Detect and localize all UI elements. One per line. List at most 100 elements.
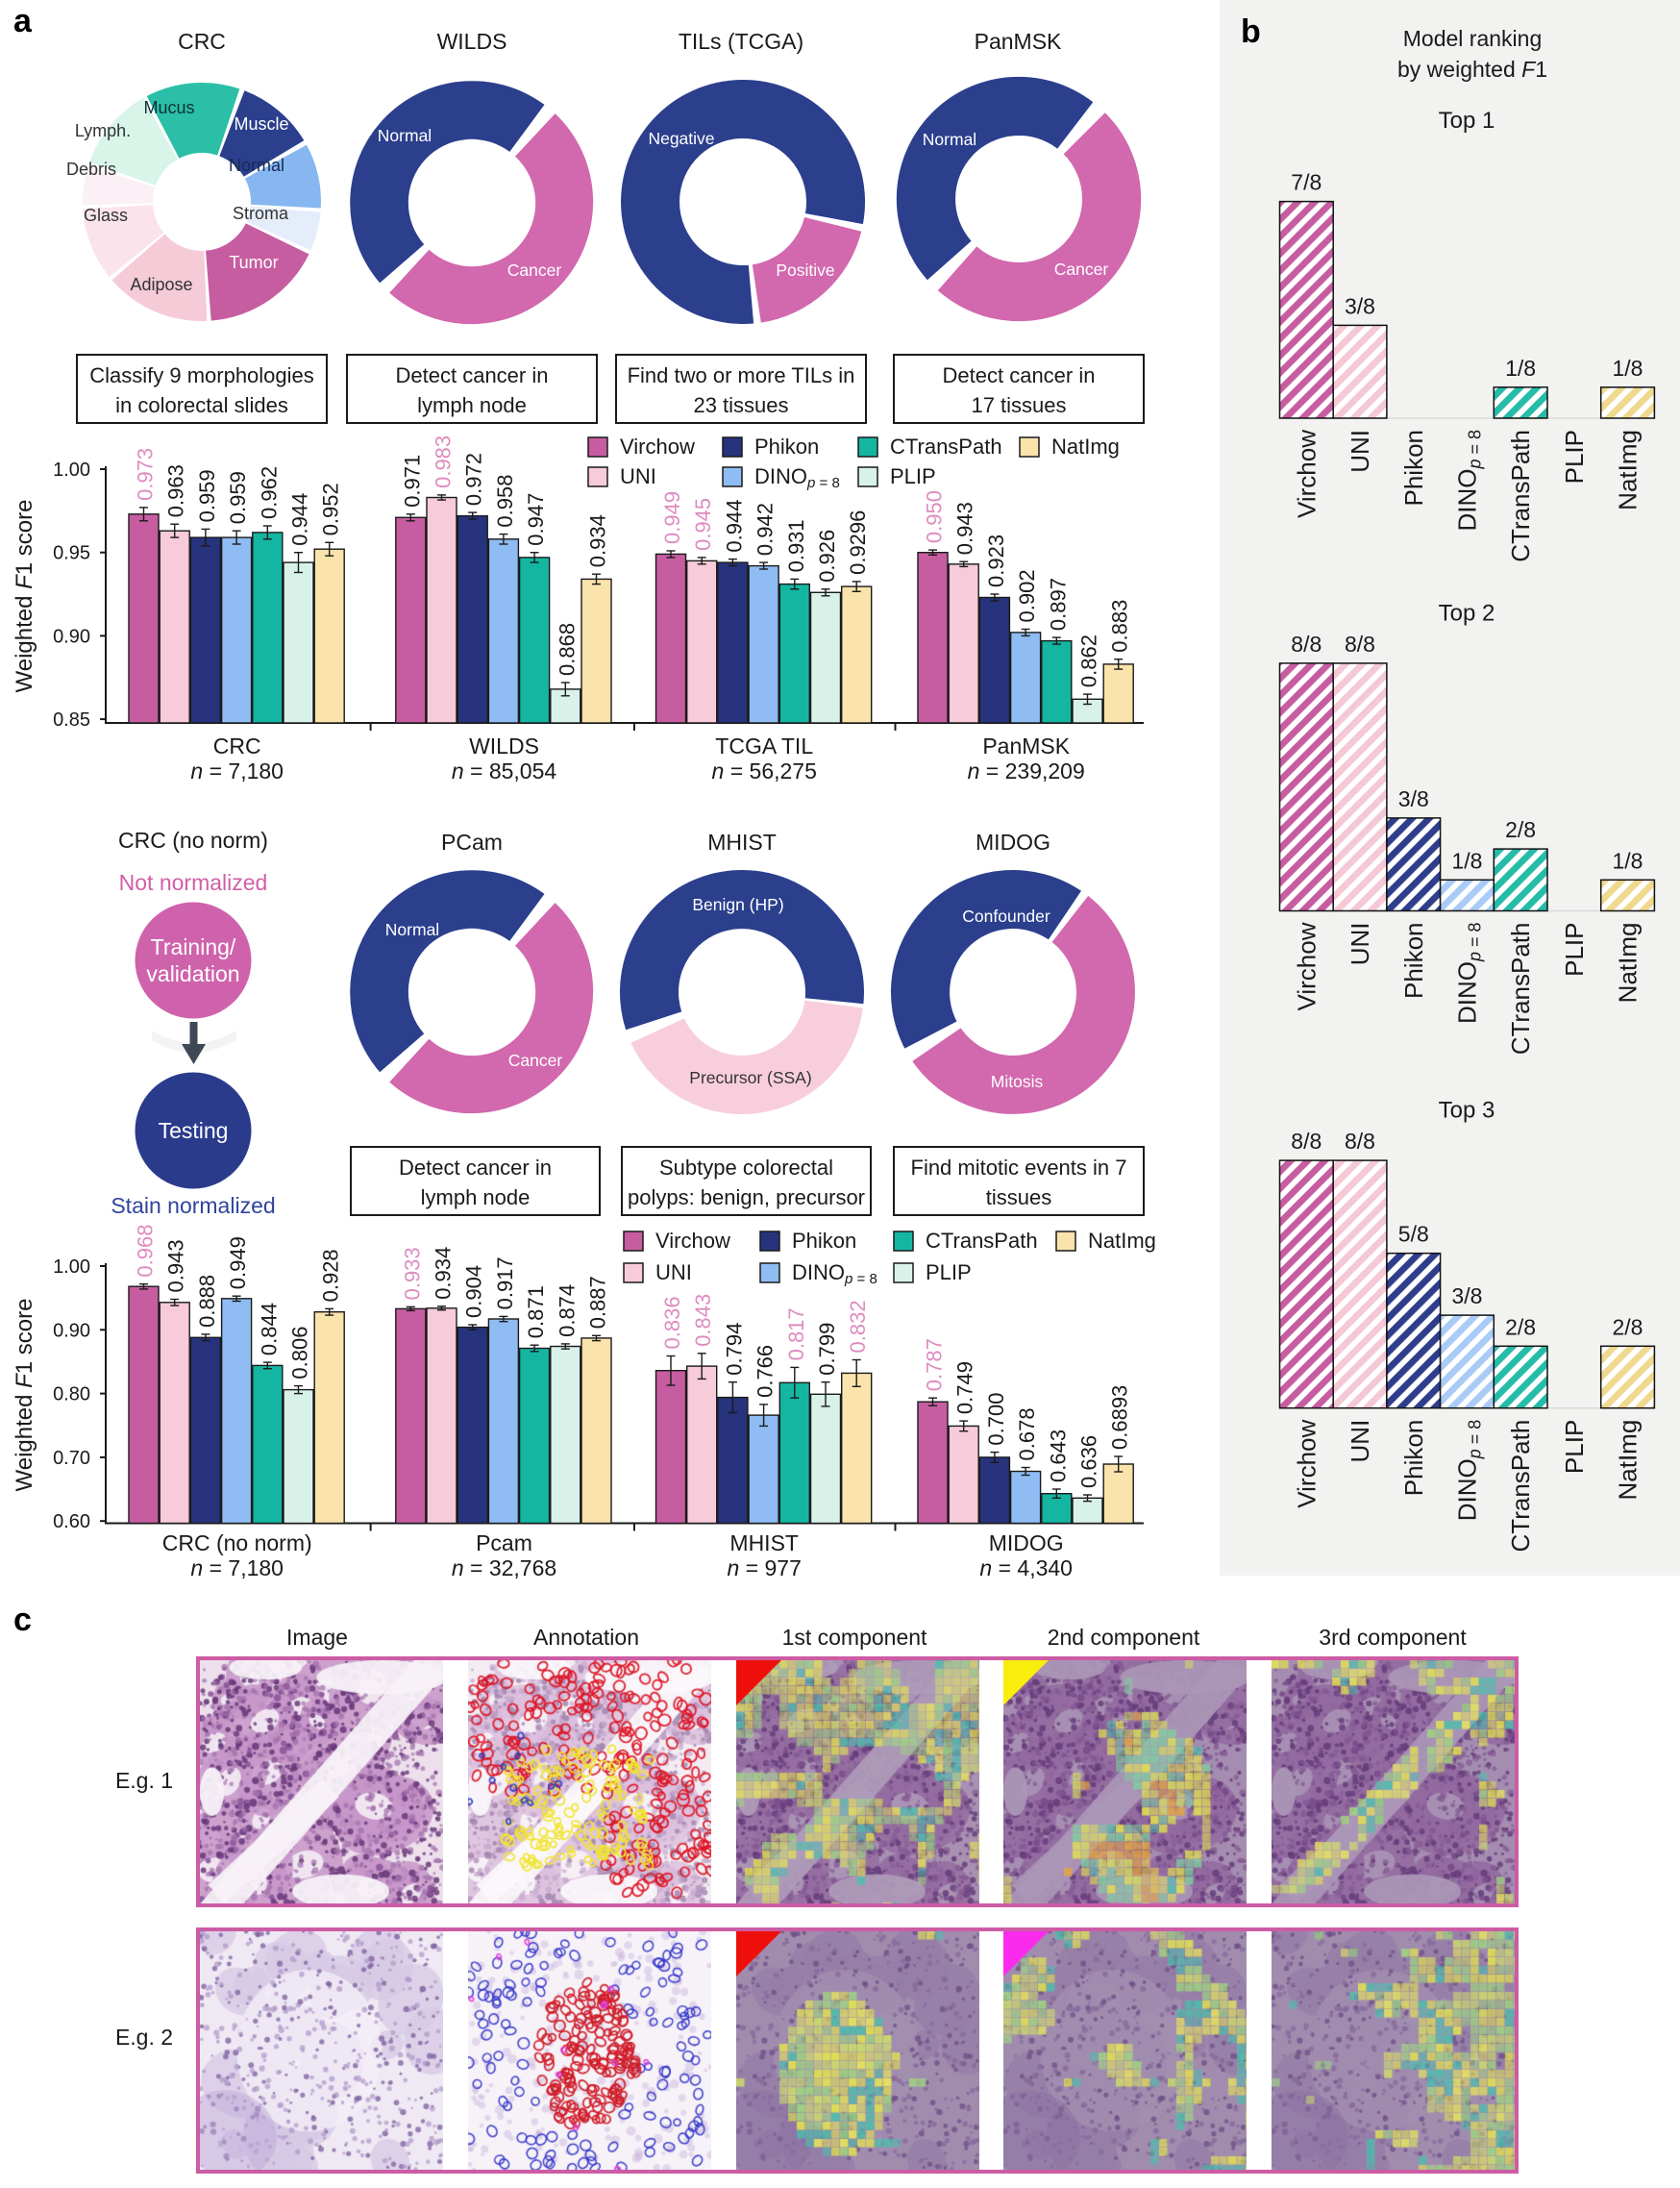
svg-text:PanMSK: PanMSK <box>975 29 1062 54</box>
svg-text:UNI: UNI <box>1346 1420 1374 1463</box>
svg-text:1/8: 1/8 <box>1505 356 1536 381</box>
svg-text:0.90: 0.90 <box>53 626 90 647</box>
svg-text:tissues: tissues <box>986 1185 1051 1209</box>
svg-text:3/8: 3/8 <box>1345 293 1375 318</box>
svg-text:PLIP: PLIP <box>1560 1420 1589 1474</box>
svg-text:8/8: 8/8 <box>1345 1129 1375 1154</box>
svg-text:Phikon: Phikon <box>792 1229 856 1253</box>
svg-text:CTransPath: CTransPath <box>1506 1420 1535 1553</box>
svg-text:CRC (no norm): CRC (no norm) <box>118 828 268 853</box>
svg-text:Precursor (SSA): Precursor (SSA) <box>689 1068 811 1087</box>
svg-text:1.00: 1.00 <box>53 1256 90 1278</box>
svg-text:0.868: 0.868 <box>555 623 579 676</box>
svg-text:0.832: 0.832 <box>846 1300 870 1353</box>
svg-text:Cancer: Cancer <box>1054 260 1109 279</box>
svg-text:Phikon: Phikon <box>1399 430 1428 507</box>
svg-text:CRC: CRC <box>213 733 261 758</box>
svg-text:0.917: 0.917 <box>493 1256 517 1309</box>
svg-text:0.971: 0.971 <box>400 455 424 508</box>
svg-text:Normal: Normal <box>229 156 284 175</box>
svg-text:0.817: 0.817 <box>784 1307 808 1360</box>
svg-text:0.931: 0.931 <box>784 519 808 572</box>
svg-text:0.949: 0.949 <box>226 1236 250 1289</box>
svg-text:PCam: PCam <box>441 830 503 855</box>
svg-text:0.944: 0.944 <box>722 500 746 553</box>
svg-text:0.943: 0.943 <box>164 1239 188 1292</box>
svg-text:WILDS: WILDS <box>437 29 507 54</box>
svg-text:NatImg: NatImg <box>1614 1420 1643 1501</box>
svg-text:0.902: 0.902 <box>1015 569 1039 622</box>
svg-text:MHIST: MHIST <box>729 1530 799 1555</box>
svg-text:CTransPath: CTransPath <box>890 435 1002 459</box>
svg-text:0.787: 0.787 <box>923 1338 947 1391</box>
svg-text:1/8: 1/8 <box>1613 848 1643 873</box>
svg-text:Classify 9 morphologies: Classify 9 morphologies <box>89 363 314 387</box>
svg-text:0.926: 0.926 <box>815 530 839 583</box>
svg-text:0.843: 0.843 <box>691 1294 715 1347</box>
svg-text:PLIP: PLIP <box>926 1260 972 1284</box>
svg-text:WILDS: WILDS <box>469 733 539 758</box>
svg-text:1.00: 1.00 <box>53 460 90 481</box>
svg-text:0.958: 0.958 <box>493 475 517 528</box>
svg-text:0.749: 0.749 <box>953 1361 977 1414</box>
svg-text:0.6893: 0.6893 <box>1108 1385 1132 1450</box>
svg-text:PLIP: PLIP <box>1560 923 1589 977</box>
svg-text:0.871: 0.871 <box>524 1285 548 1338</box>
svg-text:Find two or more TILs in: Find two or more TILs in <box>628 363 855 387</box>
svg-text:Normal: Normal <box>923 130 976 149</box>
svg-text:0.90: 0.90 <box>53 1320 90 1341</box>
svg-text:0.934: 0.934 <box>432 1247 456 1300</box>
svg-text:Phikon: Phikon <box>1399 1420 1428 1497</box>
svg-text:2/8: 2/8 <box>1613 1314 1643 1339</box>
svg-text:Detect cancer in: Detect cancer in <box>396 363 549 387</box>
svg-text:UNI: UNI <box>620 464 656 488</box>
svg-text:0.943: 0.943 <box>953 502 977 555</box>
svg-text:PLIP: PLIP <box>890 464 936 488</box>
svg-text:0.942: 0.942 <box>754 503 778 556</box>
svg-text:0.944: 0.944 <box>288 493 312 546</box>
svg-text:Virchow: Virchow <box>620 435 695 459</box>
svg-text:0.934: 0.934 <box>586 514 610 567</box>
svg-text:validation: validation <box>146 961 239 986</box>
svg-text:0.887: 0.887 <box>586 1276 610 1329</box>
svg-text:Cancer: Cancer <box>508 1051 563 1070</box>
svg-text:n = 56,275: n = 56,275 <box>712 758 817 783</box>
svg-text:0.947: 0.947 <box>524 493 548 546</box>
svg-text:n = 85,054: n = 85,054 <box>452 758 557 783</box>
svg-text:Weighted F1 score: Weighted F1 score <box>12 1299 37 1492</box>
svg-text:Model ranking: Model ranking <box>1403 26 1542 51</box>
svg-text:0.70: 0.70 <box>53 1448 90 1469</box>
svg-text:17 tissues: 17 tissues <box>971 393 1066 417</box>
svg-text:in colorectal slides: in colorectal slides <box>115 393 288 417</box>
svg-text:n = 7,180: n = 7,180 <box>190 758 284 783</box>
svg-text:Detect cancer in: Detect cancer in <box>943 363 1096 387</box>
svg-text:0.80: 0.80 <box>53 1384 90 1405</box>
svg-text:CRC: CRC <box>178 29 226 54</box>
svg-text:0.933: 0.933 <box>400 1247 424 1300</box>
svg-text:TCGA TIL: TCGA TIL <box>715 733 813 758</box>
svg-text:0.963: 0.963 <box>164 464 188 517</box>
svg-text:by weighted F1: by weighted F1 <box>1397 57 1547 82</box>
svg-text:0.968: 0.968 <box>134 1225 158 1278</box>
svg-text:Virchow: Virchow <box>1292 1419 1321 1507</box>
svg-text:n = 32,768: n = 32,768 <box>452 1555 556 1580</box>
svg-text:0.85: 0.85 <box>53 709 90 731</box>
svg-text:Adipose: Adipose <box>130 275 192 294</box>
svg-text:8/8: 8/8 <box>1291 632 1322 657</box>
svg-text:PanMSK: PanMSK <box>982 733 1070 758</box>
svg-text:0.923: 0.923 <box>984 535 1008 587</box>
svg-text:Training/: Training/ <box>151 934 236 959</box>
svg-text:Subtype colorectal: Subtype colorectal <box>659 1156 833 1180</box>
svg-text:Find mitotic events in 7: Find mitotic events in 7 <box>911 1156 1127 1180</box>
svg-text:NatImg: NatImg <box>1614 923 1643 1004</box>
svg-text:0.888: 0.888 <box>195 1275 219 1328</box>
svg-text:n = 4,340: n = 4,340 <box>979 1555 1073 1580</box>
svg-text:Top 3: Top 3 <box>1439 1098 1495 1124</box>
svg-text:Benign (HP): Benign (HP) <box>692 895 783 914</box>
svg-text:Top 2: Top 2 <box>1439 601 1495 627</box>
svg-text:Lymph.: Lymph. <box>75 121 131 140</box>
svg-text:Detect cancer in: Detect cancer in <box>399 1156 552 1180</box>
svg-text:Debris: Debris <box>66 160 116 179</box>
svg-text:NatImg: NatImg <box>1088 1229 1156 1253</box>
svg-text:PLIP: PLIP <box>1560 430 1589 484</box>
